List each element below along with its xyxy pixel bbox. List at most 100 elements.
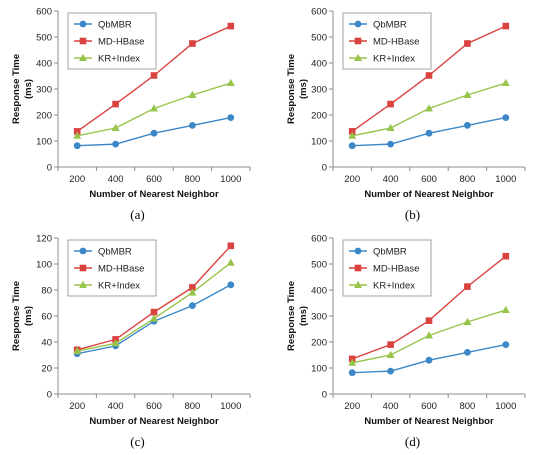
y-axis-title-line: (ms) [298,79,309,99]
legend-item: MD-HBase [74,264,144,275]
data-point [188,90,197,98]
data-point [150,314,158,322]
y-axis-title-line: (ms) [298,306,309,326]
y-axis-title: Response Time(ms) [11,281,34,351]
legend-marker [79,20,87,28]
caption-c: (c) [130,434,145,449]
data-point [464,40,471,47]
data-point [112,100,119,108]
data-point [189,284,196,291]
legend-marker [79,247,87,255]
legend-marker [79,53,87,61]
legend-label: MD-HBase [373,264,419,275]
data-point [348,358,357,366]
data-point [463,317,472,325]
x-tick-label: 400 [383,401,399,412]
data-point [501,305,510,314]
data-point [150,104,158,112]
data-point [227,114,235,121]
y-tick-label: 400 [36,59,52,70]
data-point [386,123,395,131]
data-point [73,128,81,135]
legend-marker [79,280,87,288]
legend-label: QbMBR [98,247,132,258]
data-point [73,346,82,355]
legend-item: MD-HBase [74,37,144,48]
legend-item: MD-HBase [349,264,419,275]
x-tick-label: 400 [383,174,399,185]
y-axis-title-line: Response Time [286,281,297,351]
y-tick-label: 300 [311,85,327,96]
data-point [348,369,356,377]
series-md-hbase [348,22,510,135]
data-point [387,140,394,148]
data-point [188,288,197,296]
y-tick-label: 600 [36,7,52,18]
data-point [150,129,158,137]
data-point [425,129,433,137]
data-point [425,317,433,324]
series-kr-index [348,78,510,139]
y-axis-title: Response Time(ms) [286,281,309,351]
series-md-hbase [73,22,235,135]
legend-marker [354,37,362,45]
legend-marker [79,264,87,272]
data-point [189,122,196,129]
series-kr-index [73,258,235,355]
data-point [386,350,395,358]
y-tick-label: 100 [36,260,52,271]
caption-a: (a) [130,207,145,222]
y-tick-label: 300 [311,312,327,323]
y-axis-title-line: Response Time [286,54,297,124]
data-point [150,308,158,316]
data-point [387,100,394,108]
y-axis-title: Response Time(ms) [286,54,309,124]
y-tick-label: 60 [41,312,52,323]
x-tick-label: 1000 [220,174,241,185]
y-tick-label: 120 [36,234,52,245]
x-tick-label: 600 [146,401,162,412]
data-point [348,142,356,150]
legend: QbMBR MD-HBase KR+Index [67,239,157,297]
x-tick-label: 1000 [495,401,516,412]
y-tick-label: 0 [322,390,327,401]
data-point [189,40,196,47]
data-point [73,131,82,139]
data-point [73,142,81,150]
legend-item: KR+Index [74,281,140,292]
data-point [226,258,235,266]
data-point [226,78,235,87]
legend-item: KR+Index [349,281,415,292]
y-tick-label: 40 [41,338,52,349]
data-point [464,283,471,290]
y-tick-label: 100 [311,364,327,375]
data-point [348,131,357,139]
x-axis-title: Number of Nearest Neighbor [89,189,219,200]
x-axis-title: Number of Nearest Neighbor [89,416,219,427]
data-point [112,140,119,148]
data-point [111,339,120,347]
legend-label: MD-HBase [373,37,419,48]
line-chart: 0 100 200 300 400 500 600 200 400 600 800 1000Numbe… [286,234,526,427]
legend-label: QbMBR [373,247,407,258]
data-point [227,242,235,250]
x-tick-label: 200 [344,401,360,412]
data-point [387,341,394,348]
y-axis-title-line: (ms) [23,306,34,326]
data-point [425,104,433,112]
y-tick-label: 500 [311,33,327,44]
legend-item: KR+Index [349,54,415,65]
legend-item: QbMBR [74,247,132,258]
chart-panel-b: 0 100 200 300 400 500 600 200 400 600 800 1000 Numbe… [275,0,550,228]
series-qbmbr [348,114,510,150]
series-kr-index [348,305,510,366]
data-point [502,114,510,121]
y-tick-label: 600 [311,7,327,18]
x-tick-label: 200 [69,174,85,185]
chart-panel-c: 0 20 40 60 80 100 120 200 400 600 800 1000 Number of… [0,227,275,455]
chart-panel-d: 0 100 200 300 400 500 600 200 400 600 800 1000 Numbe… [275,227,550,455]
y-tick-label: 600 [311,234,327,245]
legend: QbMBR MD-HBase KR+Index [342,12,432,70]
legend-marker [354,247,362,255]
